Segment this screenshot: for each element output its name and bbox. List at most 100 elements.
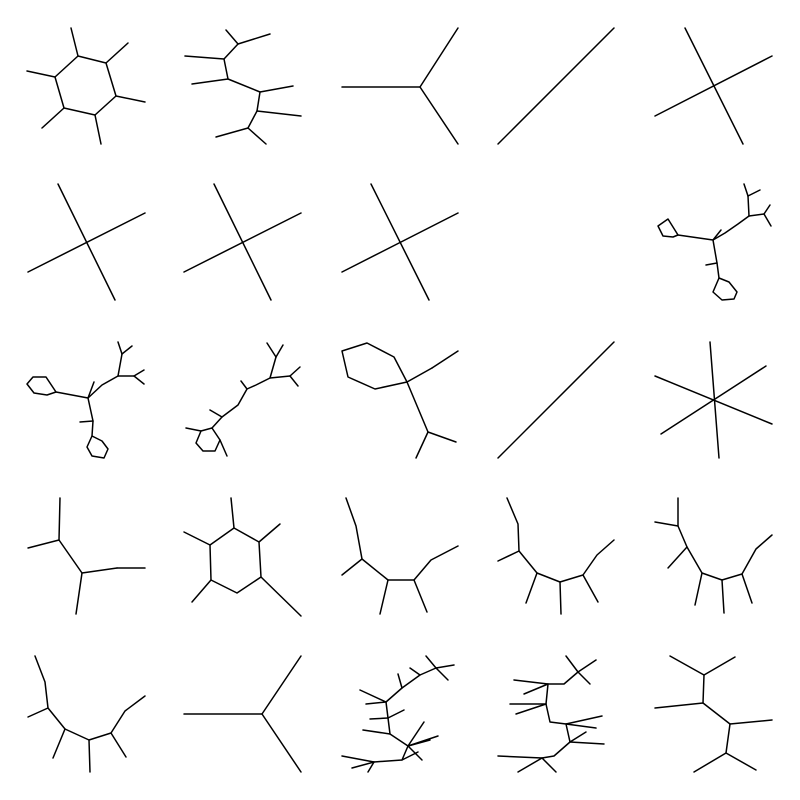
bond bbox=[406, 381, 429, 433]
ring bbox=[54, 55, 117, 116]
bond bbox=[341, 755, 375, 763]
molecule-5-1-svg bbox=[27, 655, 146, 773]
molecule-1-3 bbox=[332, 10, 488, 166]
molecule-4-5 bbox=[644, 478, 800, 634]
bond bbox=[184, 55, 225, 60]
molecule-3-2-svg bbox=[185, 342, 301, 457]
molecule-4-4 bbox=[488, 478, 644, 634]
bond bbox=[365, 701, 387, 705]
molecule-3-4 bbox=[488, 322, 644, 478]
bond bbox=[712, 229, 722, 241]
bond bbox=[379, 579, 389, 615]
bond bbox=[577, 671, 591, 685]
bond bbox=[258, 523, 281, 543]
molecule-5-2 bbox=[176, 634, 332, 790]
bond bbox=[256, 110, 302, 117]
ring bbox=[341, 342, 408, 390]
bond bbox=[81, 567, 118, 574]
molecule-4-1-svg bbox=[27, 497, 146, 615]
chain bbox=[506, 497, 615, 583]
bond bbox=[654, 521, 679, 527]
chain bbox=[712, 215, 750, 241]
bond bbox=[435, 664, 455, 669]
bond bbox=[406, 367, 433, 383]
bond bbox=[693, 752, 727, 773]
bond bbox=[702, 674, 705, 704]
bond bbox=[415, 431, 429, 459]
molecule-2-1-svg bbox=[27, 183, 146, 301]
molecule-5-4-svg bbox=[497, 655, 605, 773]
bond bbox=[362, 729, 391, 735]
bond bbox=[513, 679, 549, 685]
molecule-3-5-svg bbox=[654, 341, 773, 459]
ring bbox=[26, 376, 57, 396]
bond bbox=[497, 550, 520, 562]
bond bbox=[419, 86, 459, 145]
bond bbox=[94, 114, 102, 145]
bond bbox=[117, 353, 123, 377]
bond bbox=[565, 715, 603, 725]
molecule-5-4 bbox=[488, 634, 644, 790]
molecule-3-1 bbox=[20, 322, 176, 478]
molecule-5-2-svg bbox=[183, 655, 302, 773]
molecule-4-4-svg bbox=[497, 497, 615, 615]
bond bbox=[133, 375, 145, 385]
chain bbox=[373, 667, 437, 763]
chain bbox=[55, 391, 94, 437]
chain bbox=[677, 234, 720, 279]
ring bbox=[712, 277, 738, 301]
bond bbox=[58, 497, 61, 541]
molecule-2-2-svg bbox=[183, 183, 302, 301]
molecule-1-2-svg bbox=[184, 29, 302, 145]
bond bbox=[261, 655, 302, 715]
bond bbox=[541, 757, 557, 773]
molecule-4-2 bbox=[176, 478, 332, 634]
molecule-1-5-svg bbox=[654, 27, 773, 145]
bond bbox=[409, 667, 421, 676]
molecule-2-5-svg bbox=[657, 183, 772, 301]
bond bbox=[215, 127, 249, 138]
molecule-2-1 bbox=[20, 166, 176, 322]
chain bbox=[223, 43, 261, 129]
bond bbox=[27, 707, 49, 718]
bond bbox=[559, 581, 562, 615]
chain bbox=[677, 497, 773, 581]
bond bbox=[115, 95, 146, 103]
bond bbox=[427, 431, 457, 443]
bond bbox=[419, 27, 459, 88]
bond bbox=[289, 375, 299, 387]
bond bbox=[57, 183, 116, 301]
molecule-1-4 bbox=[488, 10, 644, 166]
bond bbox=[525, 572, 538, 604]
bond bbox=[117, 341, 123, 355]
bond bbox=[370, 183, 430, 301]
bond bbox=[763, 213, 772, 227]
bond bbox=[705, 262, 718, 266]
ring bbox=[657, 218, 679, 238]
bond bbox=[654, 702, 704, 709]
bond bbox=[266, 342, 277, 358]
bond bbox=[219, 439, 228, 457]
bond bbox=[52, 728, 66, 759]
ring bbox=[86, 435, 109, 459]
molecule-1-4-svg bbox=[497, 27, 615, 145]
bond bbox=[247, 127, 267, 145]
bond bbox=[75, 572, 83, 615]
bond bbox=[367, 761, 375, 773]
bond bbox=[41, 107, 65, 129]
bond bbox=[341, 558, 363, 576]
bond bbox=[684, 27, 744, 145]
bond bbox=[351, 761, 375, 769]
bond bbox=[669, 655, 705, 676]
bond bbox=[725, 723, 731, 754]
bond bbox=[747, 195, 750, 217]
molecule-3-3-svg bbox=[341, 342, 459, 459]
bond bbox=[213, 183, 272, 301]
molecule-5-1 bbox=[20, 634, 176, 790]
molecule-2-4-svg bbox=[488, 166, 644, 322]
bond bbox=[569, 731, 587, 743]
bond bbox=[667, 546, 688, 569]
molecule-5-5 bbox=[644, 634, 800, 790]
bond bbox=[230, 497, 235, 529]
chain bbox=[541, 671, 579, 759]
